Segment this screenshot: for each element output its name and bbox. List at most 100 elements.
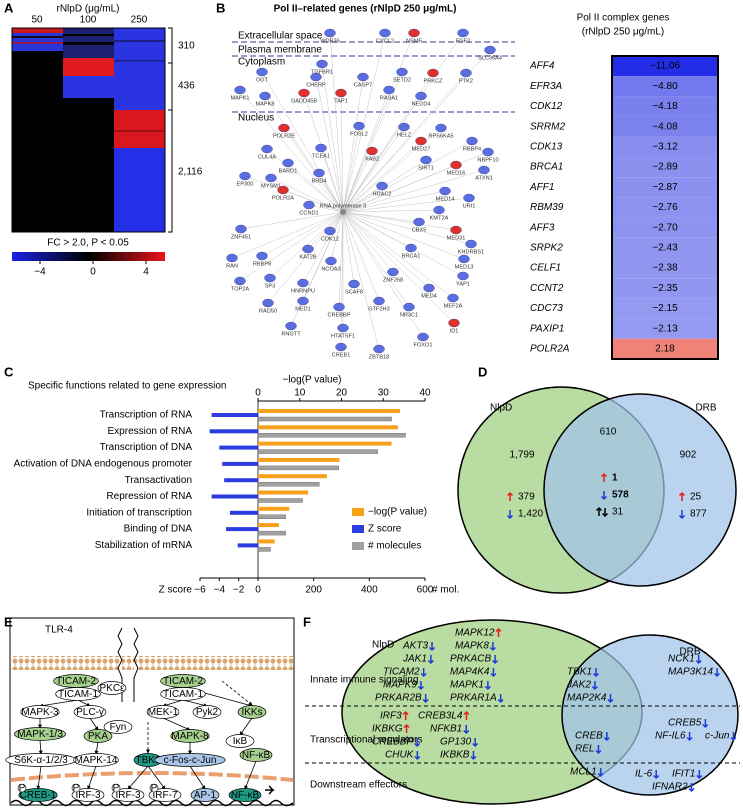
pathway-node: [97, 681, 127, 695]
gene-label: CREB3L4: [418, 711, 463, 722]
table-cell: [612, 136, 718, 157]
pathway-node-label: NF-κB: [231, 790, 260, 801]
edge: [342, 89, 390, 213]
legend-swatch: [352, 542, 364, 550]
edge: [342, 211, 455, 324]
gene-label: REL: [575, 744, 594, 755]
receptor-label: TLR-4: [45, 625, 73, 636]
table-cell: [612, 217, 718, 238]
pathway-node: [190, 788, 220, 802]
arrow-down: [730, 732, 737, 742]
edge: [342, 169, 485, 213]
arrow-down: [414, 738, 421, 748]
column-label: 250: [131, 15, 148, 26]
edge: [342, 211, 430, 289]
gene-node-label: RPS6KA5: [428, 133, 453, 139]
arrow-down: [601, 508, 609, 518]
table-value: −4.08: [652, 121, 678, 132]
pathway-edge: [182, 699, 208, 708]
bar: [258, 474, 327, 479]
table-gene: CCNT2: [530, 283, 564, 294]
gene-label: IL-6: [635, 769, 653, 780]
arrow-down: [489, 642, 496, 652]
pathway-node: [170, 729, 210, 743]
gene-node: [376, 181, 388, 191]
phospho-label: P: [19, 783, 26, 794]
gene-node: [383, 85, 395, 95]
count-up: 379: [518, 492, 535, 503]
gene-node: [460, 68, 472, 78]
gene-node-label: NEDD4: [412, 101, 431, 107]
legend-swatch: [352, 525, 364, 533]
table-cell: [612, 116, 718, 137]
arrow-down: [427, 655, 434, 665]
x-tick-label: 600: [417, 585, 434, 596]
column-label: 100: [80, 15, 97, 26]
table-value: −4.18: [652, 101, 678, 112]
count-total: 610: [600, 427, 617, 438]
gene-node-label: ZBTB18: [369, 354, 390, 360]
table-cell: [612, 278, 718, 299]
gene-node-label: GTF2H3: [368, 306, 389, 312]
edge: [342, 164, 457, 213]
gene-node-label: SETD2: [393, 77, 411, 83]
gene-node-label: ZNF268: [383, 277, 403, 283]
phospho-label: P: [73, 783, 80, 794]
edge: [342, 211, 394, 273]
arrow-down: [686, 732, 693, 742]
pathway-node-label: TICAM-1: [58, 689, 98, 700]
table-gene: AFF3: [529, 222, 555, 233]
edge: [318, 172, 344, 213]
gene-node: [333, 302, 345, 312]
bar: [237, 543, 258, 548]
table-gene: EFR3A: [530, 81, 563, 92]
bar: [257, 449, 378, 454]
gene-node-label: ZNF451: [231, 234, 251, 240]
gene-node-label: FGF2: [456, 38, 470, 44]
gene-node-label: MYSM1: [261, 183, 281, 189]
gene-node: [478, 165, 490, 175]
edge: [342, 72, 467, 213]
gene-node-label: SLC36A4: [478, 55, 502, 61]
gene-node: [325, 256, 337, 266]
pathway-node-label: CREB-1: [20, 790, 57, 801]
gene-node-label: MAPK8: [256, 101, 275, 107]
pathway-node-label: IκB: [233, 736, 248, 747]
network-title: Pol II–related genes (rNlpD 250 μg/mL): [274, 4, 457, 15]
arrow-up: [463, 710, 470, 720]
arrow-down: [607, 694, 614, 704]
arrow-down: [484, 681, 491, 691]
legend-label: # molecules: [368, 541, 421, 552]
gene-node: [484, 45, 496, 55]
colorbar-tick-label: 4: [143, 267, 149, 278]
gene-node: [298, 88, 310, 98]
gene-node: [403, 302, 415, 312]
set-label: DRB: [695, 403, 716, 414]
bar: [226, 527, 258, 532]
gene-node-label: RAN: [226, 263, 238, 269]
cluster-count: 2,116: [178, 167, 203, 178]
colorbar-tick-label: −4: [34, 267, 46, 278]
arrow-down: [702, 719, 709, 729]
gene-node-label: CASP7: [354, 82, 372, 88]
gene-node: [450, 160, 462, 170]
edge: [302, 211, 344, 284]
gene-node: [373, 344, 385, 354]
table-cell: [612, 338, 718, 359]
gene-node-label: YAP1: [456, 281, 470, 287]
edge: [266, 148, 344, 213]
category-label: Transcription of DNA: [100, 442, 193, 453]
arrow-down: [600, 491, 608, 501]
pathway-node-label: TICAM-2: [56, 676, 96, 687]
bar: [257, 530, 287, 536]
gene-node: [420, 155, 432, 165]
x-tick-label: −6: [194, 585, 206, 596]
gene-node-label: GADD45B: [291, 98, 317, 104]
table-value: −2.70: [652, 222, 678, 233]
gene-node: [413, 217, 425, 227]
gene-node: [415, 91, 427, 101]
edge: [342, 71, 403, 213]
gene-node-label: RBBP8: [253, 261, 271, 267]
gene-node: [439, 186, 451, 196]
edge: [261, 71, 344, 213]
